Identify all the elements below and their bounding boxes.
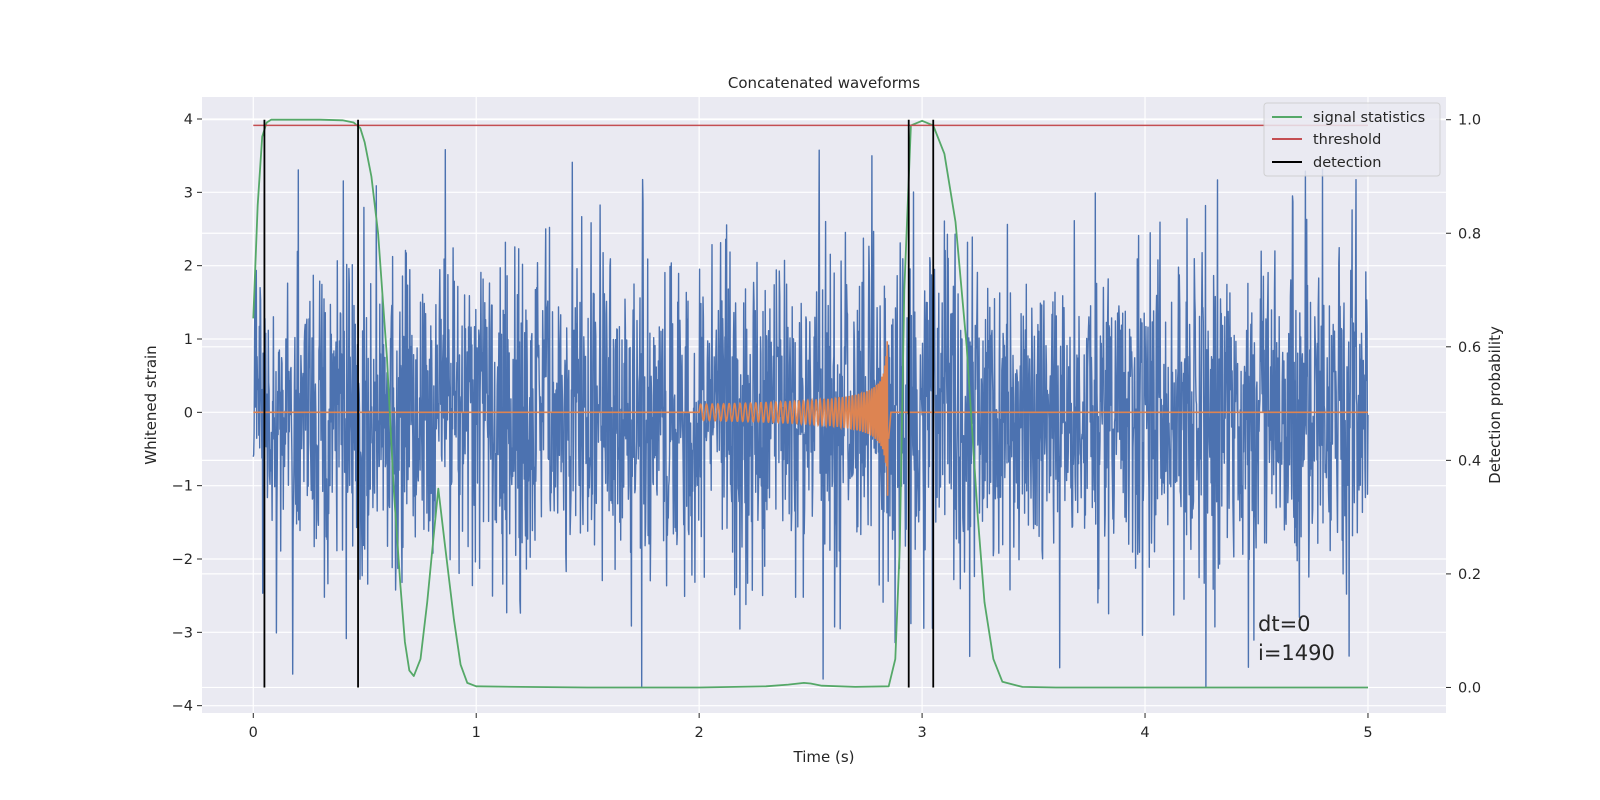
y-tick-label: 4 bbox=[184, 112, 193, 128]
x-tick-label: 0 bbox=[249, 725, 258, 741]
y-tick-label: −3 bbox=[172, 625, 193, 641]
y-axis-ticks: −4 −3 −2 −1 0 1 2 3 4 bbox=[172, 112, 202, 715]
x-tick-label: 3 bbox=[917, 725, 926, 741]
y-tick-label: 2 bbox=[184, 259, 193, 275]
x-tick-label: 4 bbox=[1140, 725, 1149, 741]
x-tick-label: 1 bbox=[472, 725, 481, 741]
y-tick-label: −4 bbox=[172, 699, 193, 715]
annotation-dt: dt=0 bbox=[1258, 612, 1311, 636]
right-tick-label: 0.0 bbox=[1458, 680, 1481, 696]
legend-label-detection: detection bbox=[1313, 155, 1381, 171]
y-tick-label: 1 bbox=[184, 332, 193, 348]
x-axis-ticks: 0 1 2 3 4 5 bbox=[249, 713, 1373, 741]
y-tick-label: 0 bbox=[184, 405, 193, 421]
right-tick-label: 0.2 bbox=[1458, 567, 1481, 583]
chart-figure: 012345 −4−3−2−101234 0.00.20.40.60.81.0 … bbox=[0, 0, 1600, 800]
right-tick-label: 0.6 bbox=[1458, 340, 1481, 356]
chart-title: Concatenated waveforms bbox=[728, 74, 920, 92]
right-axis-ticks: 0.0 0.2 0.4 0.6 0.8 1.0 bbox=[1446, 113, 1481, 697]
right-tick-label: 0.8 bbox=[1458, 226, 1481, 242]
legend-label-threshold: threshold bbox=[1313, 132, 1381, 148]
legend-label-signal-statistics: signal statistics bbox=[1313, 110, 1425, 126]
x-tick-label: 2 bbox=[695, 725, 704, 741]
right-axis-label: Detection probability bbox=[1486, 326, 1504, 484]
y-tick-label: 3 bbox=[184, 185, 193, 201]
y-tick-label: −2 bbox=[172, 552, 193, 568]
right-tick-label: 1.0 bbox=[1458, 113, 1481, 129]
y-tick-label: −1 bbox=[172, 479, 193, 495]
right-tick-label: 0.4 bbox=[1458, 453, 1481, 469]
annotation-index: i=1490 bbox=[1258, 641, 1335, 665]
x-tick-label: 5 bbox=[1363, 725, 1372, 741]
y-axis-label: Whitened strain bbox=[142, 345, 160, 464]
x-axis-label: Time (s) bbox=[793, 748, 855, 766]
legend: signal statistics threshold detection bbox=[1264, 103, 1440, 176]
